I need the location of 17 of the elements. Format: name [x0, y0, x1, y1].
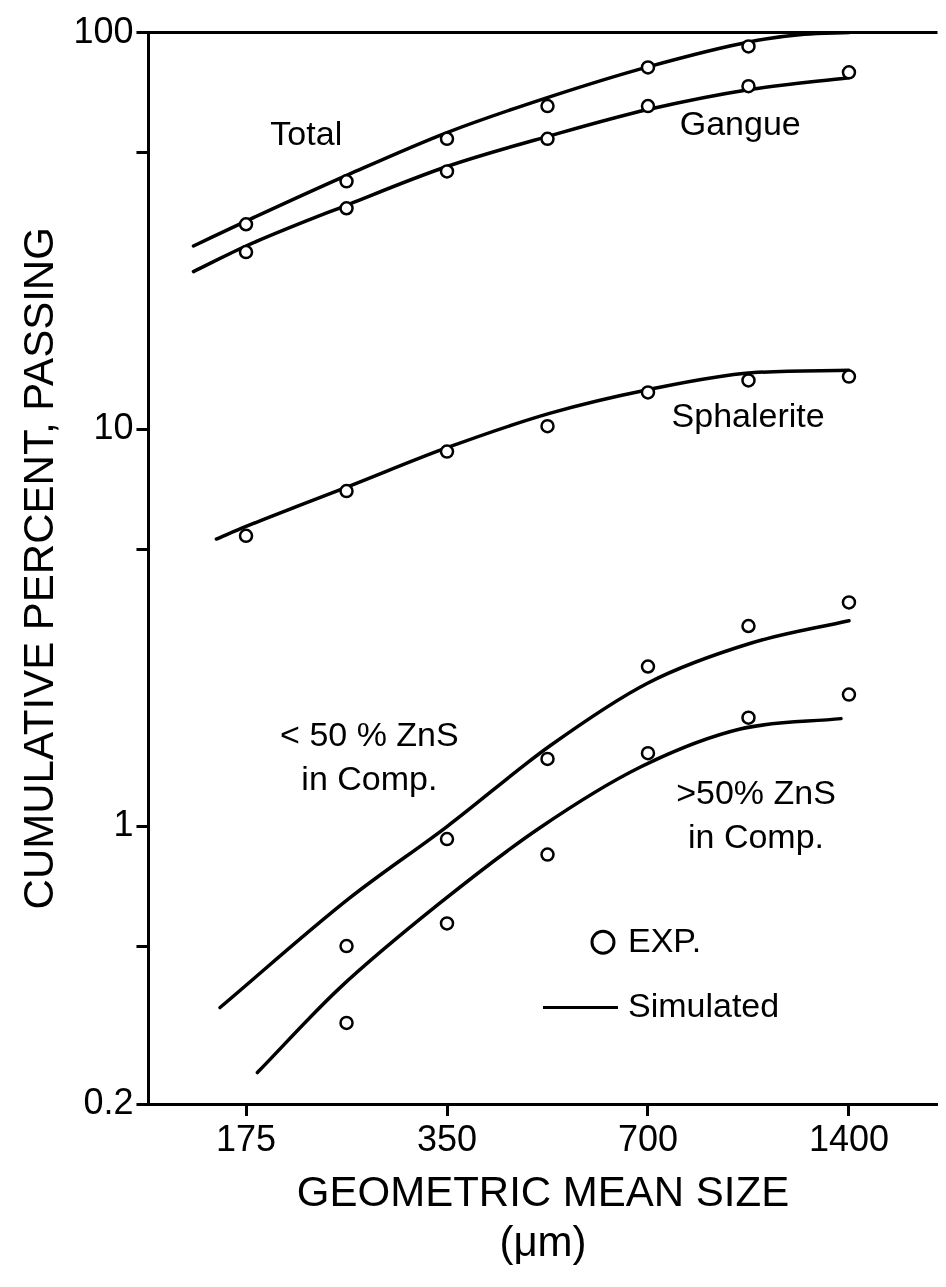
x-tick-label: 1400 [808, 1117, 889, 1159]
series-label: Sphalerite [671, 395, 825, 434]
x-tick-label: 350 [416, 1117, 478, 1159]
y-tick-label: 1 [113, 803, 134, 845]
annotation: Simulated [627, 985, 780, 1024]
x-tick-label: 700 [617, 1117, 679, 1159]
x-axis-title: GEOMETRIC MEAN SIZE (μm) [296, 1167, 790, 1266]
y-axis-title: CUMULATIVE PERCENT, PASSING [14, 227, 62, 910]
x-tick-label: 175 [215, 1117, 277, 1159]
series-label: Total [270, 113, 343, 152]
series-label: < 50 % ZnS in Comp. [280, 715, 459, 798]
series-label: Gangue [679, 104, 801, 143]
y-tick-label: 0.2 [83, 1080, 134, 1122]
legend-label: EXP. [627, 920, 702, 959]
y-tick-label: 10 [93, 406, 134, 448]
series-label: >50% ZnS in Comp. [676, 773, 836, 856]
y-tick-label: 100 [73, 9, 134, 51]
